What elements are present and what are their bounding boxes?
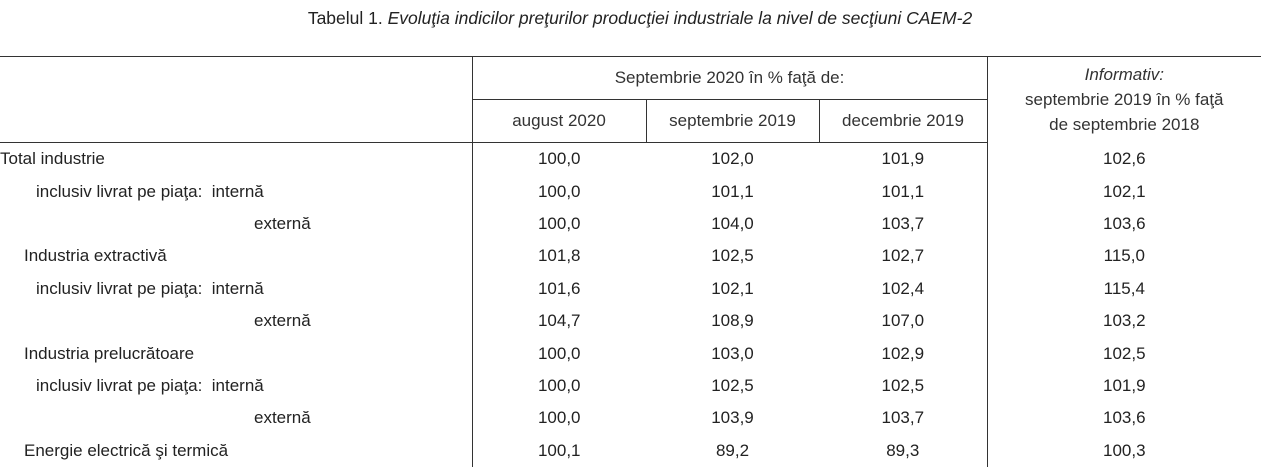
table-row: externă 104,7 108,9 107,0 103,2 [0,304,1262,338]
cell-value: 101,9 [881,149,925,169]
table-title-prefix: Tabelul 1. [307,8,383,28]
cell-value: 100,0 [471,142,646,176]
row-label: Total industrie [0,149,105,169]
cell-value: 100,0 [471,207,646,241]
cell-value: 100,0 [471,369,646,403]
cell-value: 102,5 [881,375,925,395]
cell-value: 103,6 [986,207,1262,241]
cell-value: 100,3 [986,434,1262,467]
cell-value: 102,6 [986,142,1262,176]
cell-value: 103,9 [711,408,754,428]
header-corner [0,56,472,100]
row-label: externă [254,408,311,428]
header-informativ-line2: septembrie 2019 în % faţă [1025,90,1224,110]
cell-value: 100,0 [471,402,646,435]
cell-value: 102,1 [986,175,1262,208]
cell-value: 102,0 [711,149,754,169]
cell-value: 104,7 [471,304,646,338]
table-title-text: Evoluţia indicilor preţurilor producţiei… [387,8,973,28]
cell-value: 101,6 [471,272,646,305]
row-label: externă [254,213,311,233]
cell-value: 102,7 [881,246,925,266]
cell-value: 102,5 [986,337,1262,370]
row-label: externă [254,311,311,331]
cell-value: 115,4 [986,272,1262,305]
table-row: inclusiv livrat pe piaţa: internă 100,0 … [0,175,1262,208]
header-col-decembrie-2019: decembrie 2019 [818,99,988,143]
cell-value: 102,5 [711,375,754,395]
cell-value: 103,7 [881,213,925,233]
header-informativ-line3: de septembrie 2018 [1049,115,1200,135]
row-label: inclusiv livrat pe piaţa: internă [36,181,264,201]
price-index-table: Septembrie 2020 în % faţă de: Informativ… [0,56,1262,467]
row-label-cell: externă [0,402,472,434]
cell-value: 89,2 [715,440,750,460]
cell-value: 103,2 [986,304,1262,338]
cell-value: 103,7 [881,408,925,428]
cell-value: 100,0 [471,175,646,208]
cell-value: 103,0 [711,343,754,363]
row-label: inclusiv livrat pe piaţa: internă [36,375,264,395]
row-label: Industria prelucrătoare [24,343,195,363]
header-corner-bottom [0,99,472,143]
cell-value: 108,9 [711,311,754,331]
row-label: Energie electrică şi termică [24,440,229,460]
cell-value: 101,8 [471,240,646,273]
header-col-septembrie-2019: septembrie 2019 [645,99,819,143]
header-row-1: Septembrie 2020 în % faţă de: Informativ… [0,56,1262,143]
cell-value: 107,0 [881,311,925,331]
cell-value: 101,9 [986,369,1262,403]
cell-value: 102,4 [881,278,925,298]
table-row: Industria prelucrătoare 100,0 103,0 102,… [0,337,1262,370]
table-row: inclusiv livrat pe piaţa: internă 100,0 … [0,369,1262,403]
table-row: inclusiv livrat pe piaţa: internă 101,6 … [0,272,1262,305]
table-row: externă 100,0 104,0 103,7 103,6 [0,207,1262,241]
row-label-cell: externă [0,208,472,240]
table-row: Industria extractivă 101,8 102,5 102,7 1… [0,240,1262,273]
table-title: Tabelul 1. Evoluţia indicilor preţurilor… [0,7,1280,29]
cell-value: 100,0 [471,337,646,370]
table-row: Total industrie 100,0 102,0 101,9 102,6 [0,142,1262,176]
cell-value: 102,5 [711,246,754,266]
header-row-2: august 2020 septembrie 2019 decembrie 20… [0,99,1261,143]
cell-value: 101,1 [881,181,925,201]
header-informativ: Informativ: septembrie 2019 în % faţă de… [986,56,1262,143]
cell-value: 104,0 [711,213,754,233]
header-group: Septembrie 2020 în % faţă de: [471,56,988,100]
table-row: Energie electrică şi termică 100,1 89,2 … [0,434,1262,467]
cell-value: 101,1 [711,181,754,201]
cell-value: 102,9 [881,343,925,363]
cell-value: 102,1 [711,278,754,298]
header-col-august-2020: august 2020 [471,99,646,143]
row-label: inclusiv livrat pe piaţa: internă [36,278,264,298]
cell-value: 89,3 [886,440,920,460]
cell-value: 100,1 [471,434,646,467]
table-row: externă 100,0 103,9 103,7 103,6 [0,402,1262,435]
row-label: Industria extractivă [24,246,167,266]
row-label-cell: externă [0,305,472,337]
header-informativ-title: Informativ: [1084,65,1164,85]
cell-value: 103,6 [986,402,1262,435]
cell-value: 115,0 [986,240,1262,273]
